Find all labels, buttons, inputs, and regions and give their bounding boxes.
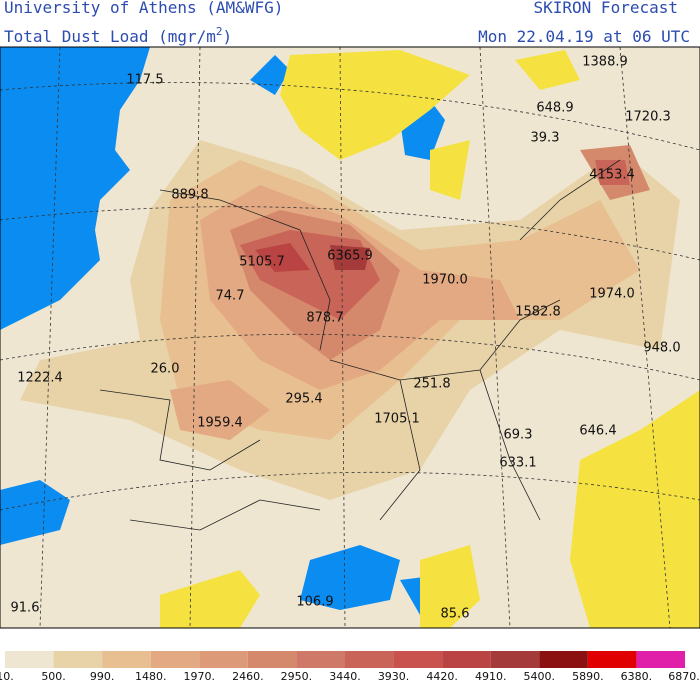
legend-swatch — [393, 651, 443, 668]
legend-swatch — [247, 651, 297, 668]
legend-label: 3930. — [378, 670, 410, 681]
map-value-label: 1970.0 — [422, 273, 468, 288]
legend-swatch — [345, 651, 394, 668]
legend-label: 6380. — [621, 670, 653, 681]
map-value-label: 26.0 — [151, 362, 180, 377]
legend-swatch — [102, 651, 151, 668]
valid-time: Mon 22.04.19 at 06 UTC — [478, 27, 690, 46]
legend-label: 6870. — [668, 670, 700, 681]
legend-label: 5400. — [524, 670, 556, 681]
legend-swatch — [199, 651, 248, 668]
legend-swatch — [5, 651, 54, 668]
legend-label: 1480. — [135, 670, 167, 681]
map-value-label: 4153.4 — [589, 168, 635, 183]
map-value-label: 69.3 — [504, 428, 533, 443]
field-name: Total Dust Load (mgr/m2) — [4, 25, 232, 46]
legend-label: 990. — [90, 670, 115, 681]
map-value-label: 1974.0 — [589, 287, 635, 302]
map-value-label: 117.5 — [126, 73, 163, 88]
map-value-label: 1959.4 — [197, 416, 243, 431]
map-value-label: 648.9 — [536, 101, 573, 116]
legend-label: 1970. — [184, 670, 216, 681]
legend-label: 2950. — [281, 670, 313, 681]
map-value-label: 106.9 — [296, 595, 333, 610]
map-value-label: 39.3 — [531, 131, 560, 146]
legend-swatch — [442, 651, 491, 668]
institution: University of Athens (AM&WFG) — [4, 0, 283, 17]
legend-label: 2460. — [232, 670, 264, 681]
map-value-label: 1720.3 — [625, 110, 671, 125]
legend-swatch — [296, 651, 345, 668]
legend-swatch — [636, 651, 685, 668]
map-value-label: 251.8 — [413, 377, 450, 392]
map-value-label: 295.4 — [285, 392, 322, 407]
map-value-label: 633.1 — [499, 456, 536, 471]
map-value-label: 948.0 — [643, 341, 680, 356]
legend-swatch — [490, 651, 540, 668]
map-value-label: 1582.8 — [515, 305, 561, 320]
legend-label: 5890. — [572, 670, 604, 681]
legend-swatch — [150, 651, 200, 668]
legend-label: 4910. — [475, 670, 507, 681]
map-value-label: 5105.7 — [239, 255, 285, 270]
legend: 10. 500. 990. 1480. 1970. 2460. 2950. 3440. 3930… — [0, 651, 700, 681]
map-value-label: 6365.9 — [327, 249, 373, 264]
map-value-label: 1388.9 — [582, 55, 628, 70]
legend-swatch — [53, 651, 103, 668]
legend-label: 10. — [0, 670, 14, 681]
legend-label: 3440. — [329, 670, 361, 681]
map: 117.5 1388.9 648.9 1720.3 39.3 4153.4 889.8 510… — [0, 46, 700, 629]
legend-label: 500. — [41, 670, 66, 681]
legend-swatch — [587, 651, 637, 668]
map-value-label: 646.4 — [579, 424, 616, 439]
map-value-label: 889.8 — [171, 188, 208, 203]
forecast-name: SKIRON Forecast — [534, 0, 679, 17]
legend-swatch — [539, 651, 588, 668]
map-value-label: 878.7 — [306, 311, 343, 326]
legend-label: 4420. — [426, 670, 458, 681]
map-value-label: 1222.4 — [17, 371, 63, 386]
map-value-label: 91.6 — [11, 601, 40, 616]
map-value-label: 1705.1 — [374, 412, 420, 427]
map-value-label: 85.6 — [441, 607, 470, 622]
map-value-label: 74.7 — [216, 289, 245, 304]
